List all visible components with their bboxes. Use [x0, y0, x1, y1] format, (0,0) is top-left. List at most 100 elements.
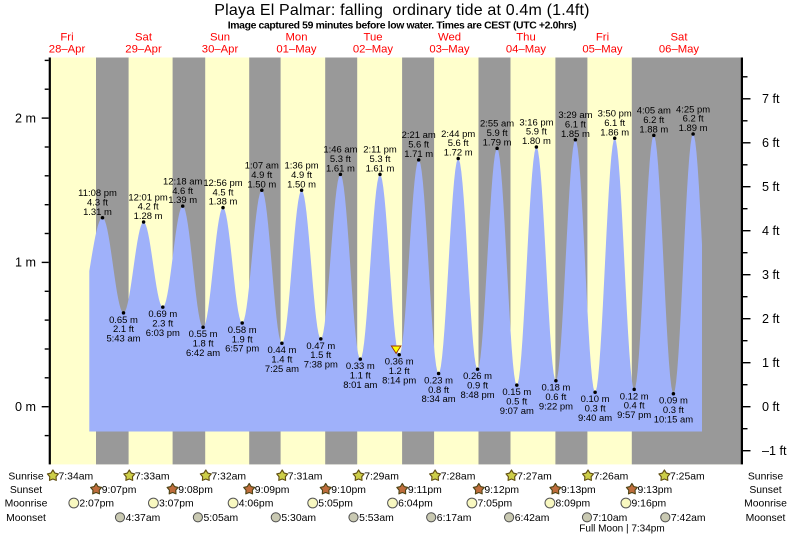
svg-text:0.10 m: 0.10 m: [581, 394, 610, 405]
svg-text:5:30am: 5:30am: [281, 513, 316, 524]
svg-text:5.3 ft: 5.3 ft: [370, 154, 391, 165]
svg-text:1.2 ft: 1.2 ft: [389, 366, 410, 377]
svg-text:Fri: Fri: [60, 31, 73, 43]
svg-text:Playa El Palmar: falling ordi: Playa El Palmar: falling ordinary tide a…: [214, 2, 589, 19]
svg-text:1.86 m: 1.86 m: [600, 127, 629, 138]
svg-text:10:15 am: 10:15 am: [654, 414, 693, 425]
svg-text:5 ft: 5 ft: [762, 180, 780, 194]
svg-text:9:11pm: 9:11pm: [408, 485, 442, 496]
svg-text:7:42am: 7:42am: [671, 513, 706, 524]
svg-text:6 ft: 6 ft: [762, 136, 780, 150]
svg-text:4.6 ft: 4.6 ft: [172, 186, 193, 197]
svg-text:Sat: Sat: [671, 31, 689, 43]
svg-text:1.79 m: 1.79 m: [483, 138, 512, 149]
svg-text:4.2 ft: 4.2 ft: [138, 202, 159, 213]
svg-text:1 ft: 1 ft: [762, 356, 780, 370]
svg-text:0.6 ft: 0.6 ft: [545, 392, 566, 403]
svg-text:9:16pm: 9:16pm: [632, 499, 667, 510]
svg-text:8:48 pm: 8:48 pm: [461, 390, 495, 401]
svg-text:3:07pm: 3:07pm: [159, 499, 194, 510]
svg-text:0.26 m: 0.26 m: [463, 371, 492, 382]
svg-text:7:32am: 7:32am: [211, 471, 246, 482]
svg-text:6:17am: 6:17am: [437, 513, 472, 524]
svg-text:7:05pm: 7:05pm: [478, 499, 513, 510]
svg-text:3:29 am: 3:29 am: [558, 110, 592, 121]
svg-text:1.50 m: 1.50 m: [247, 179, 276, 190]
svg-text:Thu: Thu: [516, 31, 535, 43]
svg-text:0.69 m: 0.69 m: [148, 309, 177, 320]
svg-text:2.1 ft: 2.1 ft: [113, 324, 134, 335]
svg-text:9:22 pm: 9:22 pm: [539, 401, 573, 412]
svg-text:2 ft: 2 ft: [762, 312, 780, 326]
svg-text:0.8 ft: 0.8 ft: [428, 385, 449, 396]
svg-text:Sunset: Sunset: [10, 485, 42, 496]
svg-text:9:12pm: 9:12pm: [484, 485, 519, 496]
svg-text:5.6 ft: 5.6 ft: [448, 138, 469, 149]
svg-text:–1 ft: –1 ft: [762, 444, 787, 458]
svg-text:7:33am: 7:33am: [135, 471, 170, 482]
svg-text:1.5 ft: 1.5 ft: [310, 350, 331, 361]
svg-text:1.80 m: 1.80 m: [522, 136, 551, 147]
svg-text:0.18 m: 0.18 m: [541, 383, 570, 394]
svg-text:7:26am: 7:26am: [594, 471, 629, 482]
svg-text:7:31am: 7:31am: [288, 471, 323, 482]
svg-text:7:25 am: 7:25 am: [265, 364, 299, 375]
svg-text:8:01 am: 8:01 am: [343, 380, 377, 391]
svg-text:9:09pm: 9:09pm: [255, 485, 290, 496]
svg-text:3 ft: 3 ft: [762, 268, 780, 282]
svg-text:4 ft: 4 ft: [762, 224, 780, 238]
svg-text:0.44 m: 0.44 m: [267, 345, 296, 356]
svg-text:1.89 m: 1.89 m: [679, 123, 708, 134]
svg-text:9:08pm: 9:08pm: [178, 485, 213, 496]
svg-text:3:16 pm: 3:16 pm: [519, 117, 553, 128]
svg-text:1.1 ft: 1.1 ft: [350, 370, 371, 381]
svg-text:2:55 am: 2:55 am: [480, 119, 514, 130]
svg-text:2:21 am: 2:21 am: [402, 130, 436, 141]
svg-text:8:14 pm: 8:14 pm: [382, 376, 416, 387]
svg-text:4:05 am: 4:05 am: [637, 106, 671, 117]
svg-text:0 m: 0 m: [15, 400, 36, 414]
svg-text:2.3 ft: 2.3 ft: [152, 318, 173, 329]
svg-text:9:13pm: 9:13pm: [638, 485, 673, 496]
svg-text:7:27am: 7:27am: [517, 471, 552, 482]
svg-text:12:18 am: 12:18 am: [163, 176, 202, 187]
svg-text:12:01 pm: 12:01 pm: [128, 192, 167, 203]
svg-text:6.1 ft: 6.1 ft: [565, 119, 586, 130]
svg-text:1.28 m: 1.28 m: [134, 211, 163, 222]
svg-text:8:34 am: 8:34 am: [422, 394, 456, 405]
svg-text:03–May: 03–May: [429, 43, 470, 55]
svg-text:5:05am: 5:05am: [204, 513, 239, 524]
svg-text:0.12 m: 0.12 m: [620, 391, 649, 402]
svg-text:1.50 m: 1.50 m: [287, 179, 316, 190]
svg-text:5.3 ft: 5.3 ft: [330, 154, 351, 165]
svg-text:Sat: Sat: [135, 31, 153, 43]
svg-text:0.58 m: 0.58 m: [228, 325, 257, 336]
svg-text:9:40 am: 9:40 am: [578, 413, 612, 424]
svg-text:1.85 m: 1.85 m: [561, 129, 590, 140]
svg-text:7:25am: 7:25am: [670, 471, 705, 482]
svg-text:12:56 pm: 12:56 pm: [203, 178, 242, 189]
svg-text:9:07pm: 9:07pm: [102, 485, 137, 496]
svg-text:0.47 m: 0.47 m: [306, 341, 335, 352]
svg-text:6:57 pm: 6:57 pm: [225, 344, 259, 355]
svg-text:4:25 pm: 4:25 pm: [676, 104, 710, 115]
svg-text:5:43 am: 5:43 am: [106, 334, 140, 345]
svg-text:Sun: Sun: [210, 31, 230, 43]
svg-text:0.36 m: 0.36 m: [385, 357, 414, 368]
svg-text:1.39 m: 1.39 m: [168, 195, 197, 206]
svg-text:6.1 ft: 6.1 ft: [604, 118, 625, 129]
svg-text:05–May: 05–May: [582, 43, 623, 55]
svg-text:0.4 ft: 0.4 ft: [624, 401, 645, 412]
svg-text:0.33 m: 0.33 m: [346, 361, 375, 372]
svg-text:0.15 m: 0.15 m: [502, 387, 531, 398]
svg-text:01–May: 01–May: [276, 43, 317, 55]
svg-text:9:07 am: 9:07 am: [500, 406, 534, 417]
svg-text:1.4 ft: 1.4 ft: [271, 355, 292, 366]
svg-text:Fri: Fri: [596, 31, 609, 43]
svg-text:4:06pm: 4:06pm: [239, 499, 274, 510]
svg-text:1:36 pm: 1:36 pm: [285, 161, 319, 172]
svg-text:04–May: 04–May: [506, 43, 547, 55]
svg-text:2:11 pm: 2:11 pm: [363, 145, 397, 156]
svg-text:6:04pm: 6:04pm: [398, 499, 433, 510]
svg-text:0.23 m: 0.23 m: [424, 375, 453, 386]
